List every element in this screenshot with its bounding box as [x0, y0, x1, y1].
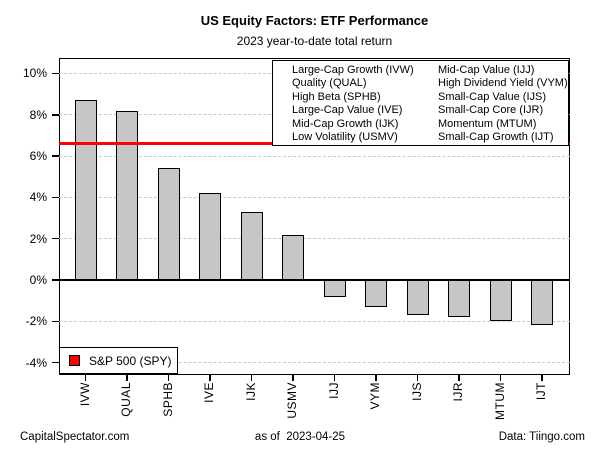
y-axis-tick — [52, 279, 59, 281]
bar-IVW — [74, 100, 97, 280]
bar-USMV — [282, 234, 304, 280]
x-tick-label-IJK: IJK — [243, 382, 258, 401]
y-tick-label: -4% — [25, 355, 47, 370]
bar-IJS — [406, 280, 429, 316]
bar-IJJ — [323, 280, 346, 297]
factor-legend-column-2: Mid-Cap Value (IJJ) High Dividend Yield (… — [438, 64, 568, 144]
y-axis-tick — [52, 114, 59, 116]
factor-legend-item: Large-Cap Value (IVE) — [292, 104, 403, 117]
gridline--2 — [59, 320, 570, 322]
x-tick-label-IJR: IJR — [451, 382, 465, 402]
bar-VYM — [365, 280, 387, 307]
bar-IJK — [240, 211, 263, 280]
x-axis-tick — [292, 375, 294, 381]
chart-title: US Equity Factors: ETF Performance — [200, 13, 429, 28]
footer-as-of-date: as of 2023-04-25 — [254, 431, 346, 443]
y-axis-tick — [52, 320, 59, 323]
y-axis-tick — [52, 361, 59, 364]
bar-MTUM — [489, 280, 512, 322]
factor-legend-item: Quality (QUAL) — [292, 77, 367, 90]
y-tick-label: 8% — [29, 107, 47, 122]
spy-color-swatch — [69, 355, 80, 366]
factor-legend-item: Small-Cap Core (IJR) — [438, 104, 544, 117]
x-axis-tick — [209, 375, 211, 381]
factor-legend-item: High Dividend Yield (VYM) — [438, 77, 568, 90]
y-axis-tick — [52, 72, 59, 75]
x-axis-tick — [333, 375, 336, 381]
factor-legend-item: Low Volatility (USMV) — [292, 131, 398, 144]
y-axis-tick — [52, 155, 59, 157]
bar-IJT — [531, 280, 553, 326]
y-axis-tick — [52, 196, 59, 199]
footer-data-source: Data: Tiingo.com — [498, 431, 585, 443]
factor-legend: Large-Cap Growth (IVW) Quality (QUAL) High… — [272, 60, 569, 146]
footer-site-credit: CapitalSpectator.com — [20, 431, 130, 443]
y-tick-label: 0% — [29, 273, 47, 287]
gridline-4 — [59, 196, 570, 198]
bar-SPHB — [157, 168, 180, 280]
gridline-2 — [59, 238, 570, 240]
factor-legend-column-1: Large-Cap Growth (IVW) Quality (QUAL) High… — [292, 64, 414, 144]
factor-legend-item: High Beta (SPHB) — [292, 90, 381, 103]
x-tick-label-VYM: VYM — [368, 382, 382, 410]
x-axis-tick — [250, 375, 253, 381]
x-axis-tick — [84, 375, 87, 381]
y-tick-label: 2% — [29, 231, 47, 246]
x-axis-tick — [375, 375, 377, 381]
factor-legend-item: Small-Cap Growth (IJT) — [438, 131, 554, 144]
bar-IVE — [199, 193, 221, 280]
y-tick-label: -2% — [25, 314, 47, 329]
x-axis-tick — [126, 375, 128, 381]
x-tick-label-IJJ: IJJ — [326, 382, 341, 399]
factor-legend-item: Small-Cap Value (IJS) — [438, 90, 546, 103]
x-axis-tick — [499, 375, 502, 381]
spy-legend: S&P 500 (SPY) — [59, 347, 178, 374]
x-tick-label-IJT: IJT — [534, 382, 548, 401]
factor-legend-item: Mid-Cap Growth (IJK) — [292, 117, 399, 130]
gridline-6 — [59, 155, 570, 157]
x-axis-tick — [167, 375, 170, 381]
x-tick-label-IVE: IVE — [202, 382, 216, 403]
x-tick-label-SPHB: SPHB — [160, 382, 175, 417]
x-tick-label-QUAL: QUAL — [119, 382, 133, 417]
bar-QUAL — [116, 110, 138, 280]
factor-legend-item: Mid-Cap Value (IJJ) — [438, 64, 535, 76]
x-axis-tick — [541, 375, 543, 381]
x-tick-label-MTUM: MTUM — [492, 382, 507, 420]
factor-legend-item: Large-Cap Growth (IVW) — [292, 64, 414, 76]
bar-IJR — [448, 280, 470, 318]
y-tick-label: 4% — [29, 190, 47, 205]
factor-legend-item: Momentum (MTUM) — [438, 117, 537, 130]
y-axis-tick — [52, 237, 59, 240]
x-tick-label-IJS: IJS — [409, 382, 424, 401]
y-tick-label: 6% — [29, 149, 47, 164]
gridline--4 — [59, 362, 570, 364]
spy-legend-label: S&P 500 (SPY) — [89, 353, 172, 368]
x-axis-tick — [458, 375, 460, 381]
x-tick-label-IVW: IVW — [77, 382, 92, 407]
x-tick-label-USMV: USMV — [285, 382, 299, 419]
zero-axis-line — [59, 279, 570, 281]
x-axis-tick — [416, 375, 419, 381]
y-tick-label: 10% — [22, 66, 47, 81]
chart-subtitle: 2023 year-to-date total return — [236, 34, 393, 48]
